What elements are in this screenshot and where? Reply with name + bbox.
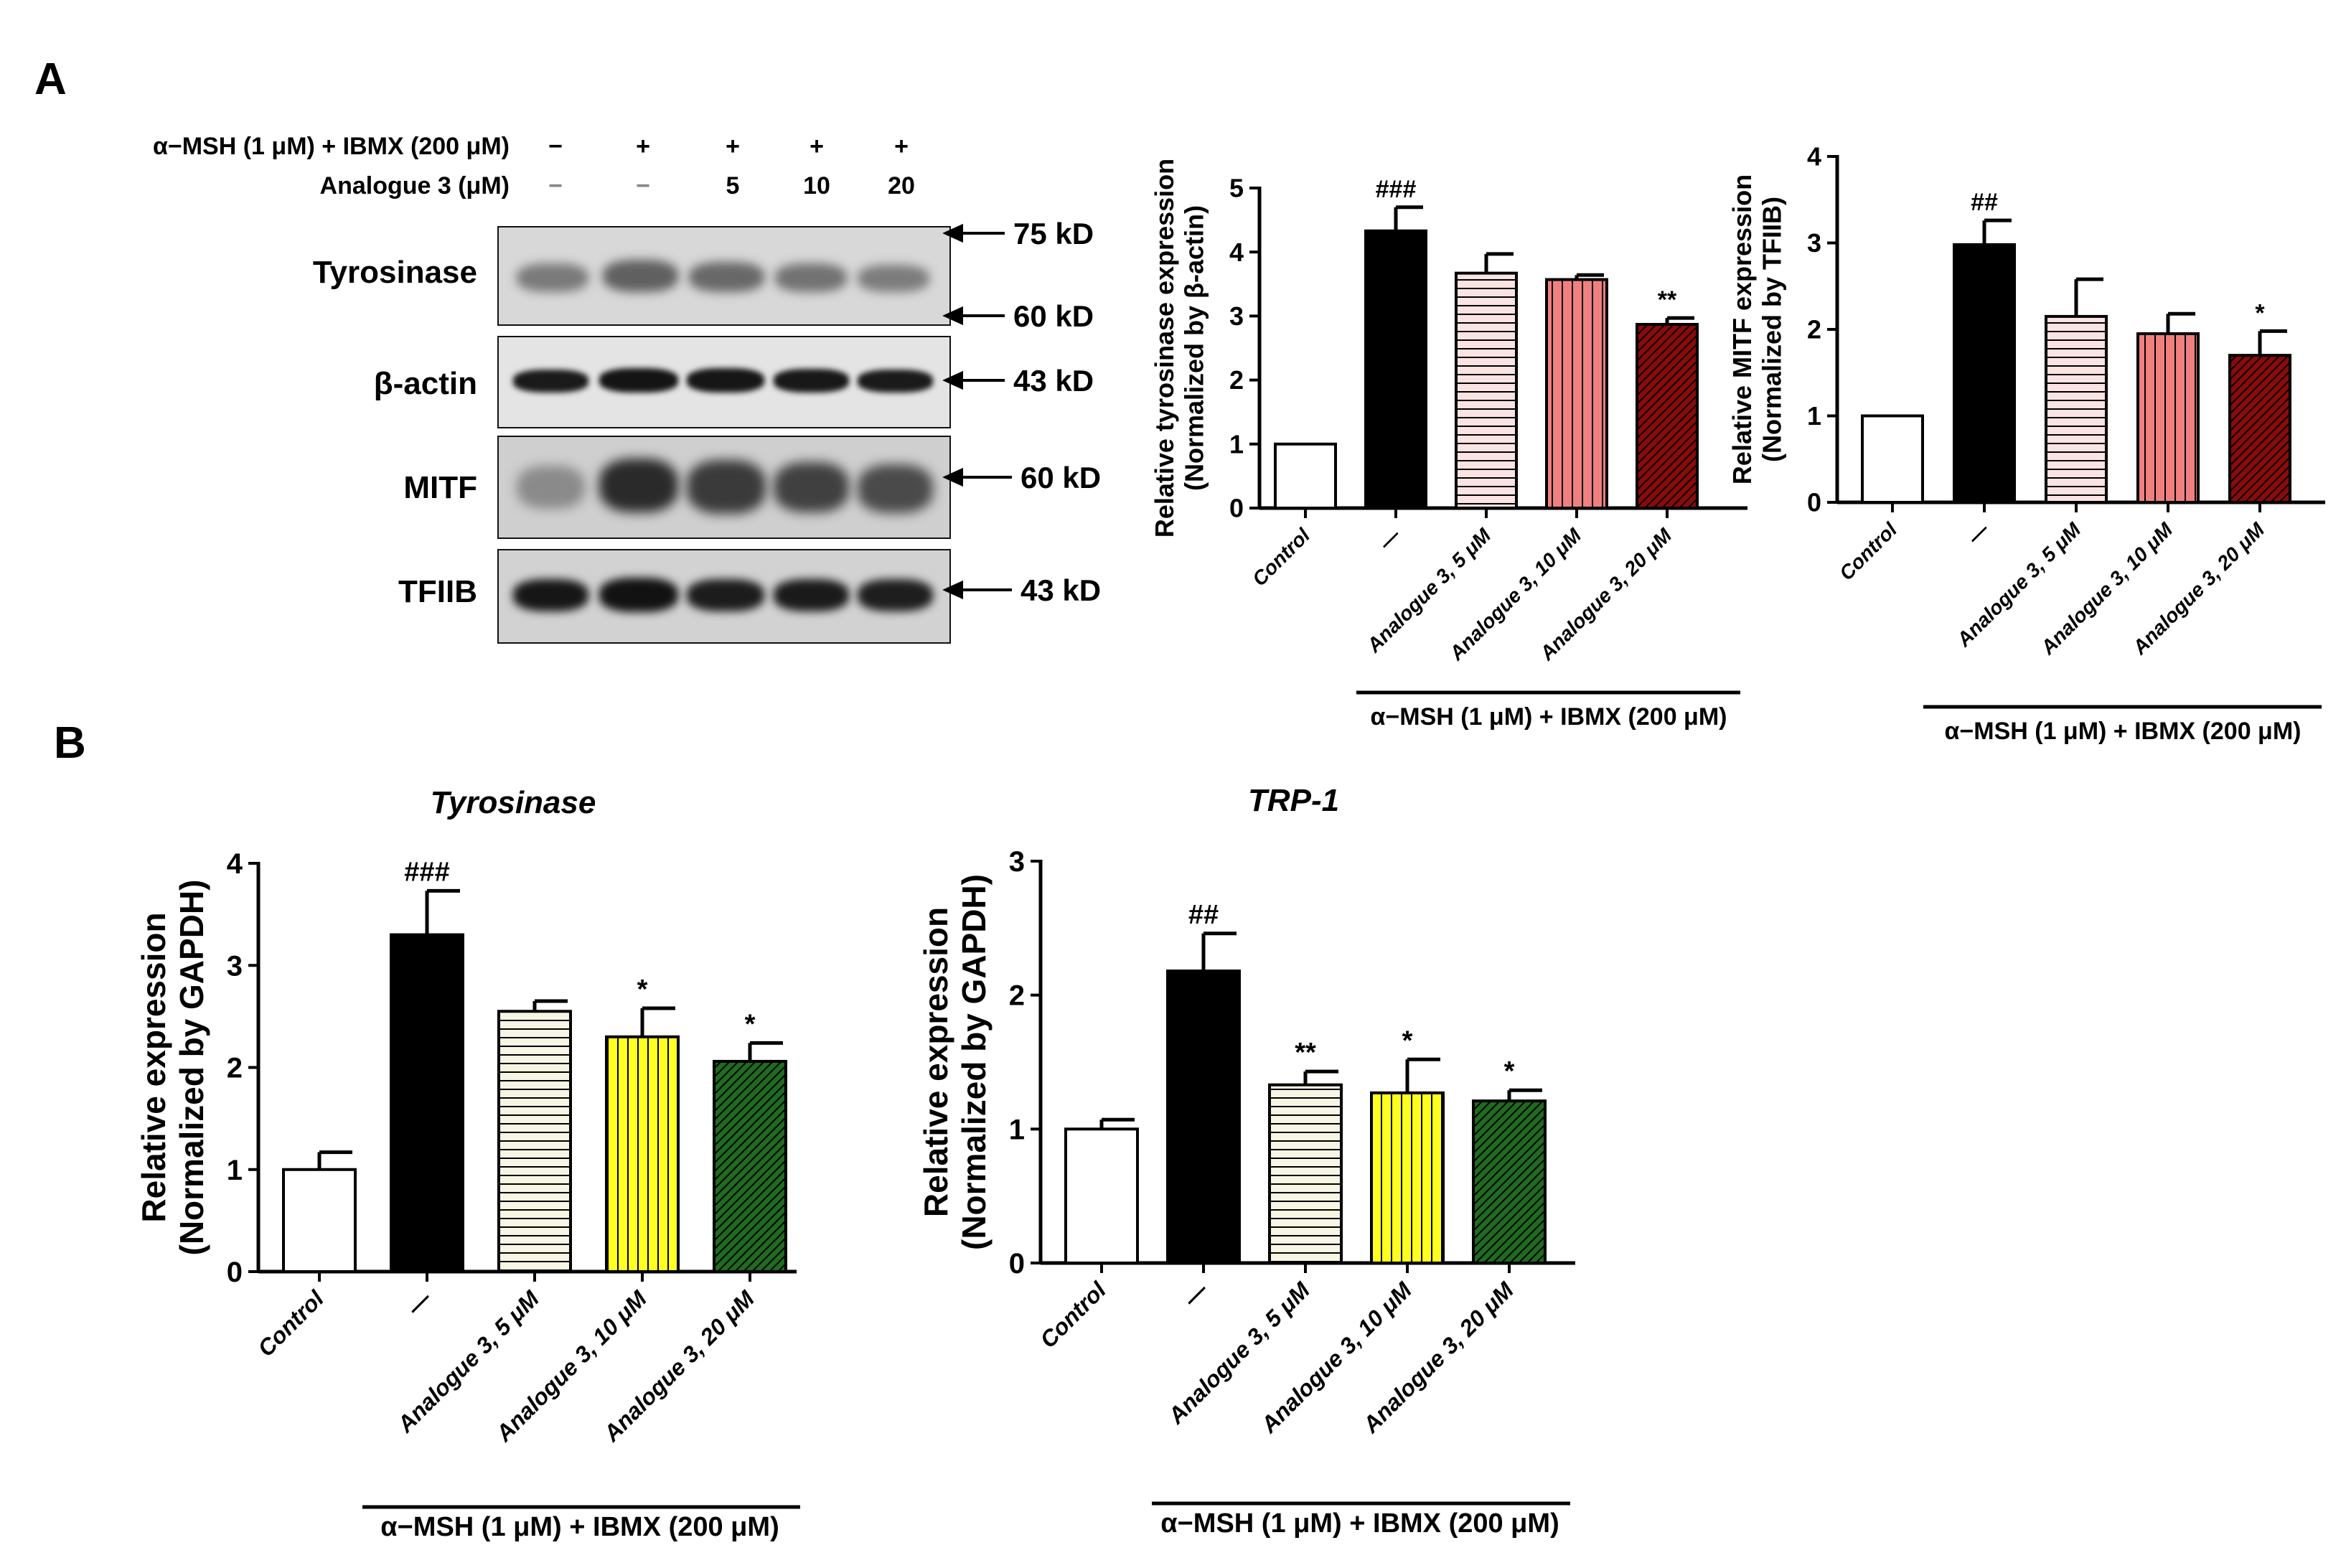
mw-marker-60kd-tyrosinase: 60 kD <box>1013 299 1094 333</box>
y-axis-label: Relative expression <box>917 907 954 1217</box>
y-tick-label: 2 <box>1807 315 1821 344</box>
blot-label-beta-actin: β-actin <box>373 366 477 401</box>
panel-label-b: B <box>54 718 86 768</box>
treatment-bracket-label: α−MSH (1 μM) + IBMX (200 μM) <box>1370 703 1727 731</box>
bar-3 <box>1455 271 1518 510</box>
mw-marker-60kd-mitf: 60 kD <box>1020 461 1102 494</box>
y-tick-label: 5 <box>1229 174 1244 203</box>
blot-label-tyrosinase: Tyrosinase <box>312 255 477 290</box>
treatment-bracket-label: α−MSH (1 μM) + IBMX (200 μM) <box>380 1512 779 1542</box>
bar-4 <box>605 1035 680 1273</box>
y-tick-label: 0 <box>227 1257 243 1288</box>
y-tick-label: 4 <box>1807 142 1821 172</box>
bar-4 <box>1370 1091 1445 1265</box>
bar-5 <box>713 1059 787 1273</box>
bar-2 <box>1364 229 1427 510</box>
x-category-label-2: — <box>1178 1277 1213 1312</box>
mw-marker-43kd-actin: 43 kD <box>1013 364 1094 398</box>
y-tick-label: 1 <box>1009 1114 1025 1145</box>
significance-mark-5: * <box>1504 1056 1515 1086</box>
condition-row2-lane5: 20 <box>888 172 915 199</box>
y-tick-label: 2 <box>227 1053 243 1084</box>
significance-mark-5: * <box>2255 299 2265 327</box>
condition-row1-lane3: + <box>726 133 740 160</box>
bar-1 <box>1274 442 1337 510</box>
bar-3 <box>1268 1083 1343 1264</box>
condition-row1-lane2: + <box>636 133 650 160</box>
y-tick-label: 0 <box>1009 1248 1025 1280</box>
y-tick-label: 1 <box>1229 429 1244 459</box>
bar-1 <box>1064 1127 1139 1265</box>
significance-mark-2: ## <box>1188 900 1219 930</box>
significance-mark-5: ** <box>1658 286 1677 314</box>
y-axis-label-normalization: (Normalized by GAPDH) <box>173 880 210 1256</box>
y-tick-label: 2 <box>1229 365 1244 395</box>
y-axis-label: Relative expression <box>135 912 172 1222</box>
treatment-bracket-label: α−MSH (1 μM) + IBMX (200 μM) <box>1160 1508 1559 1539</box>
y-axis-label-normalization: (Normalized by β-actin) <box>1179 205 1209 491</box>
significance-mark-2: ### <box>1376 176 1417 203</box>
bar-3 <box>2045 314 2108 504</box>
chart-trp1-mrna-group: 0 1 2 3 Relative expression (Normalized by GA… <box>917 783 1575 1539</box>
blot-label-mitf: MITF <box>403 470 477 505</box>
condition-row2-label: Analogue 3 (μM) <box>319 172 510 199</box>
y-axis-label: Relative MITF expression <box>1727 174 1757 484</box>
condition-row1-lane4: + <box>810 133 824 160</box>
y-tick-label: 0 <box>1807 488 1821 517</box>
bar-2 <box>1166 970 1241 1264</box>
bar-4 <box>1545 278 1608 510</box>
significance-mark-2: ## <box>1971 189 1998 216</box>
y-tick-label: 3 <box>1807 228 1821 258</box>
y-tick-label: 1 <box>1807 401 1821 431</box>
y-axis-label-normalization: (Normalized by GAPDH) <box>955 874 993 1250</box>
bar-5 <box>1472 1099 1547 1264</box>
condition-row1-label: α−MSH (1 μM) + IBMX (200 μM) <box>152 133 510 160</box>
condition-row2-lane2: − <box>636 172 650 199</box>
condition-row2-lane4: 10 <box>803 172 830 199</box>
y-tick-label: 2 <box>1009 980 1025 1012</box>
bar-4 <box>2136 332 2200 504</box>
panel-label-a: A <box>34 55 67 104</box>
chart-title: Tyrosinase <box>431 785 596 820</box>
y-tick-label: 0 <box>1229 494 1244 523</box>
treatment-bracket-label: α−MSH (1 μM) + IBMX (200 μM) <box>1944 718 2301 745</box>
bar-2 <box>1953 243 2016 504</box>
blot-image-mitf <box>497 436 951 539</box>
mw-marker-43kd-tfiib: 43 kD <box>1020 573 1102 607</box>
bar-5 <box>1636 322 1699 510</box>
significance-mark-4: * <box>1402 1025 1413 1056</box>
significance-mark-2: ### <box>404 857 449 887</box>
blot-image-tyrosinase <box>497 226 951 326</box>
condition-row1-lane1: − <box>548 133 563 160</box>
y-tick-label: 3 <box>1009 846 1025 878</box>
chart-title: TRP-1 <box>1248 783 1339 818</box>
mw-marker-75kd: 75 kD <box>1013 217 1094 250</box>
y-tick-label: 3 <box>227 950 243 982</box>
significance-mark-4: * <box>637 975 648 1005</box>
y-tick-label: 4 <box>1229 238 1244 267</box>
condition-row2-lane3: 5 <box>726 172 740 199</box>
y-axis-label: Relative tyrosinase expression <box>1150 159 1179 537</box>
y-axis-label-normalization: (Normalized by TFIIB) <box>1757 197 1786 462</box>
x-category-label-1: Control <box>1035 1277 1112 1353</box>
significance-mark-5: * <box>745 1009 756 1039</box>
y-tick-label: 3 <box>1229 301 1244 331</box>
blot-image-beta-actin <box>497 336 951 428</box>
significance-mark-3: ** <box>1295 1038 1316 1068</box>
blot-image-tfiib <box>497 549 951 644</box>
y-tick-label: 1 <box>227 1155 243 1186</box>
condition-row2-lane1: − <box>548 172 563 199</box>
y-tick-label: 4 <box>227 848 243 880</box>
blot-label-tfiib: TFIIB <box>398 574 477 609</box>
condition-row1-lane5: + <box>894 133 909 160</box>
